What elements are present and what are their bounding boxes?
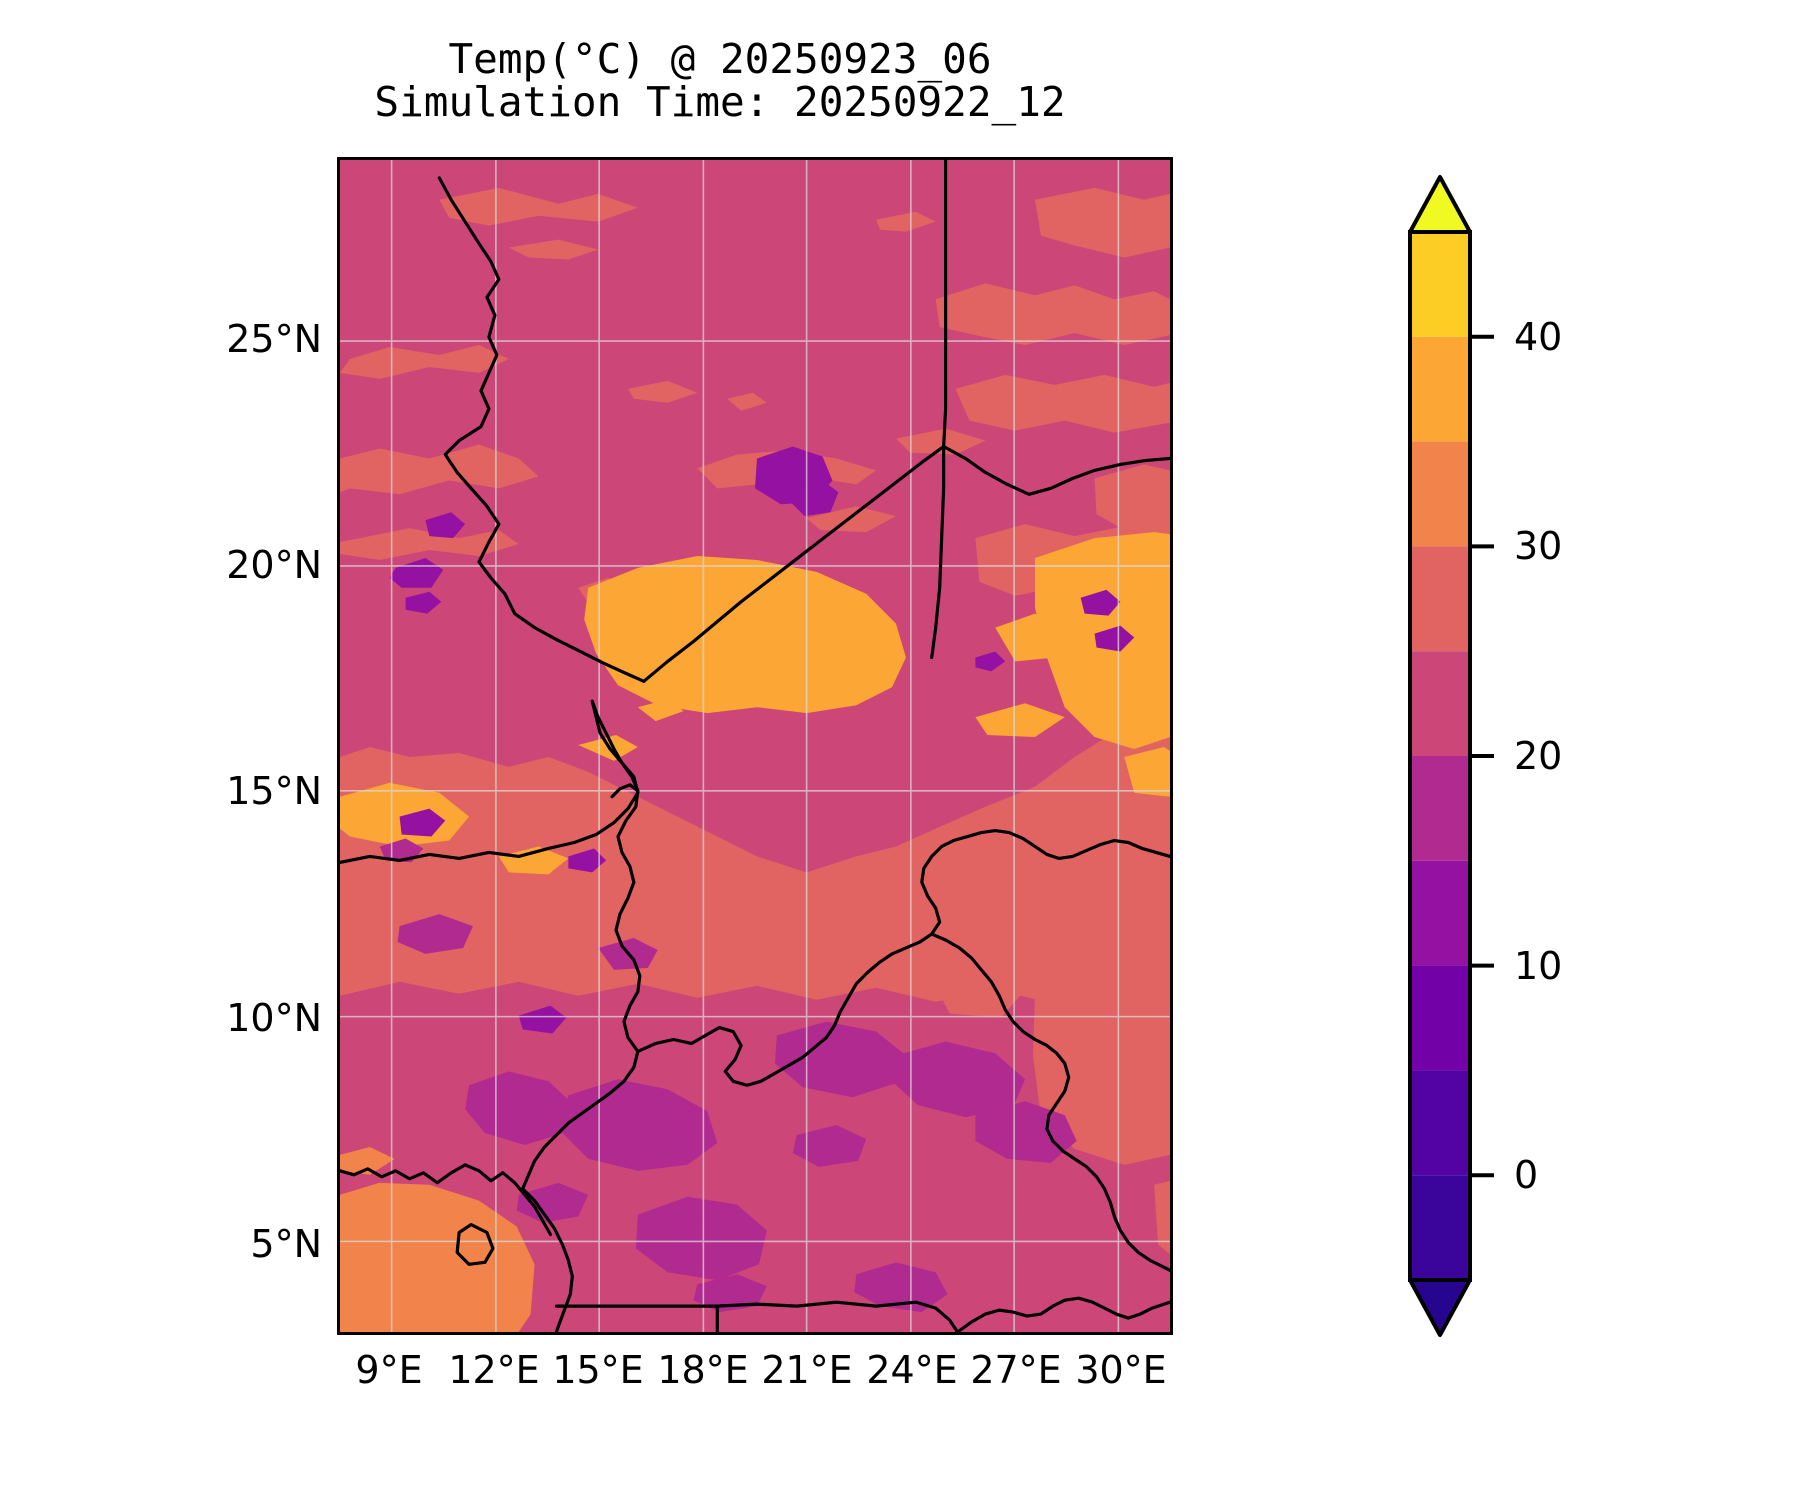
map-plot-area[interactable] xyxy=(337,157,1173,1335)
xtick-15E: 15°E xyxy=(552,1348,644,1392)
cbtick-10: 10 xyxy=(1514,943,1563,988)
ytick-10N: 10°N xyxy=(226,996,322,1040)
colorbar[interactable]: 40 30 20 10 0 xyxy=(1408,157,1738,1357)
xtick-21E: 21°E xyxy=(761,1348,853,1392)
ytick-25N: 25°N xyxy=(226,317,322,361)
title-line-1: Temp(°C) @ 20250923_06 xyxy=(448,35,992,83)
colorbar-gradient xyxy=(1408,175,1494,1337)
xtick-12E: 12°E xyxy=(448,1348,540,1392)
x-axis-labels: 9°E 12°E 15°E 18°E 21°E 24°E 27°E 30°E xyxy=(337,1348,1173,1408)
xtick-24E: 24°E xyxy=(866,1348,958,1392)
cbtick-40: 40 xyxy=(1514,314,1563,359)
cbtick-30: 30 xyxy=(1514,524,1563,569)
cbtick-0: 0 xyxy=(1514,1153,1539,1198)
temperature-heatmap xyxy=(340,160,1170,1332)
xtick-27E: 27°E xyxy=(970,1348,1062,1392)
xtick-9E: 9°E xyxy=(355,1348,423,1392)
ytick-5N: 5°N xyxy=(250,1222,322,1266)
cbtick-20: 20 xyxy=(1514,734,1563,778)
title-line-2: Simulation Time: 20250922_12 xyxy=(374,78,1066,127)
ytick-15N: 15°N xyxy=(226,769,322,813)
ytick-20N: 20°N xyxy=(226,543,322,587)
xtick-18E: 18°E xyxy=(657,1348,749,1392)
chart-title: Temp(°C) @ 20250923_06 Simulation Time: … xyxy=(0,35,1440,127)
y-axis-labels: 25°N 20°N 15°N 10°N 5°N xyxy=(0,157,322,1335)
xtick-30E: 30°E xyxy=(1075,1348,1167,1392)
